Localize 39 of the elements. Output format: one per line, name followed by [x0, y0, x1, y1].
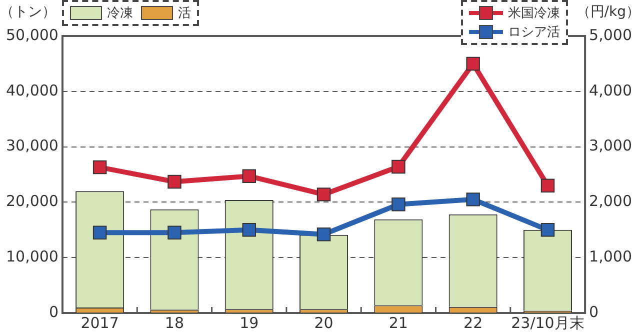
y-tick-label: 30,000 [6, 136, 58, 155]
x-tick-label: 19 [240, 314, 259, 332]
point [242, 169, 256, 184]
point [466, 192, 480, 206]
legend-label: 活 [178, 5, 191, 22]
legend-label: ロシア活 [508, 24, 560, 41]
point [168, 226, 182, 240]
point [242, 223, 256, 237]
y-axis-title: （トン） [0, 3, 56, 21]
x-tick-label: 20 [314, 314, 334, 332]
y2-axis-title: （円/kg） [576, 3, 640, 21]
y2-tick-label: 1,000 [589, 247, 632, 266]
point [540, 223, 555, 237]
y2-tick-label: 2,000 [589, 192, 632, 210]
y-tick-label: 50,000 [6, 26, 58, 44]
y2-tick-label: 3,000 [589, 136, 632, 155]
x-tick-label: 22 [464, 314, 483, 332]
point [316, 227, 331, 242]
point [92, 226, 107, 240]
y-tick-label: 20,000 [6, 192, 58, 210]
point [392, 198, 406, 212]
point [540, 178, 555, 192]
point [466, 56, 480, 71]
y2-tick-label: 5,000 [589, 26, 632, 44]
y-tick-label: 40,000 [6, 81, 58, 100]
point [392, 160, 406, 174]
x-tick-label: 2017 [80, 314, 119, 332]
point [92, 160, 107, 174]
y2-tick-label: 0 [589, 302, 599, 321]
x-tick-label: 21 [388, 314, 408, 332]
legend-label: 米国冷凍 [508, 5, 560, 22]
point [316, 188, 331, 202]
x-tick-label: 18 [164, 314, 184, 332]
point [168, 174, 182, 189]
y2-tick-label: 4,000 [589, 81, 632, 100]
y-tick-label: 10,000 [6, 247, 58, 266]
legend-label: 冷凍 [107, 5, 133, 22]
y-tick-label: 0 [48, 302, 58, 321]
x-tick-label: 23/10月末 [511, 314, 584, 332]
